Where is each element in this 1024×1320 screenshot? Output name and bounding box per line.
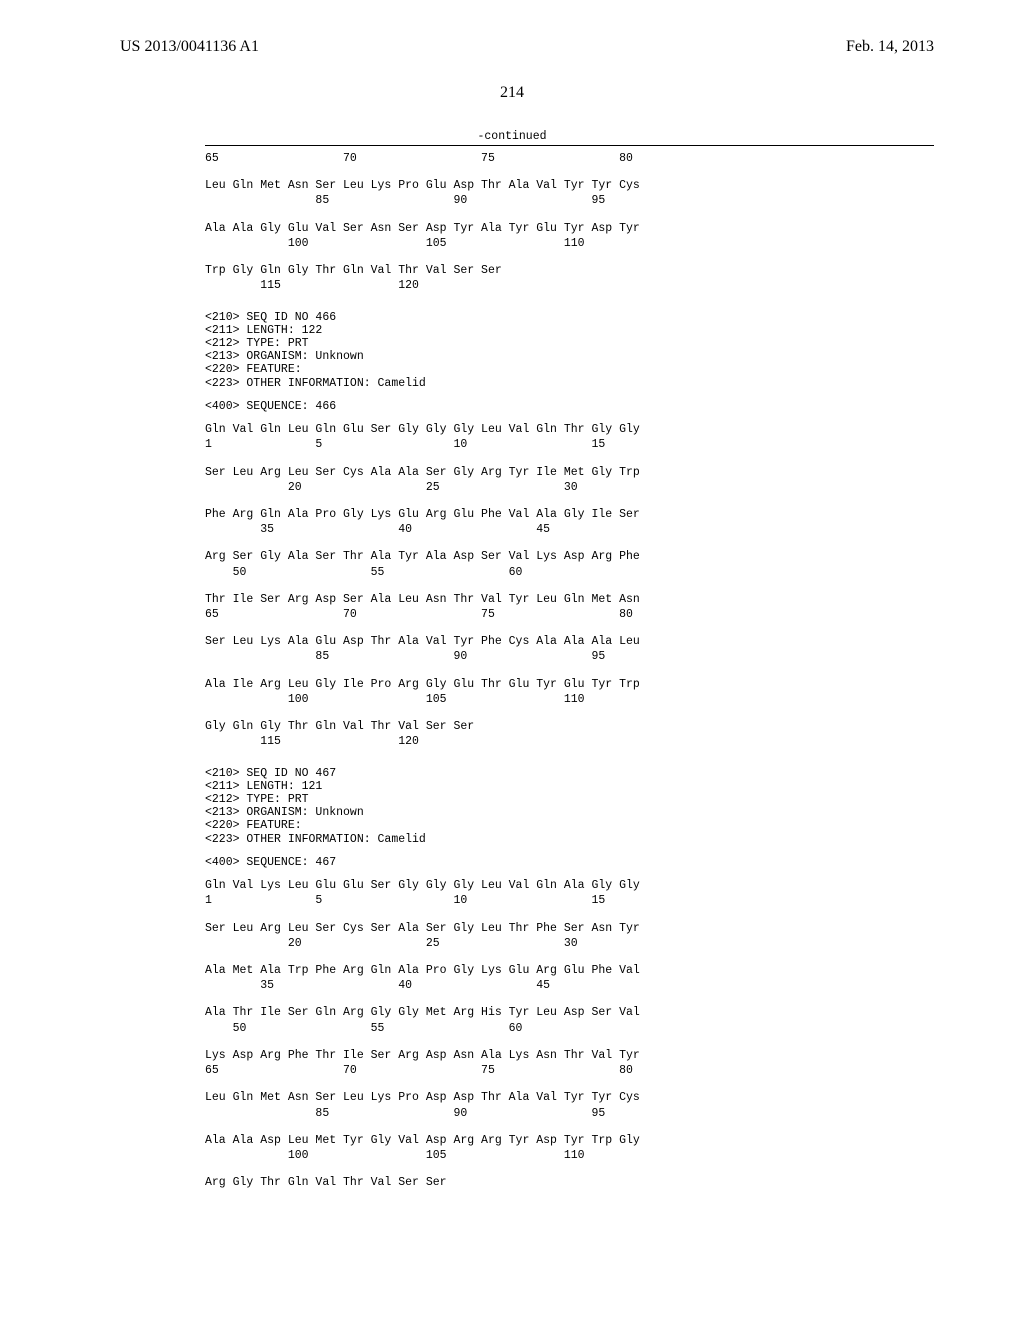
sequence-row: Ala Ile Arg Leu Gly Ile Pro Arg Gly Glu … — [205, 678, 934, 706]
residue-line: Lys Asp Arg Phe Thr Ile Ser Arg Asp Asn … — [205, 1049, 934, 1062]
sequence-row: Trp Gly Gln Gly Thr Gln Val Thr Val Ser … — [205, 264, 934, 292]
position-line: 1 5 10 15 — [205, 438, 934, 451]
sequence-metadata: <210> SEQ ID NO 466<211> LENGTH: 122<212… — [205, 311, 934, 390]
sequence-row: Ser Leu Lys Ala Glu Asp Thr Ala Val Tyr … — [205, 635, 934, 663]
residue-line: Ser Leu Arg Leu Ser Cys Ala Ala Ser Gly … — [205, 466, 934, 479]
metadata-line: <211> LENGTH: 122 — [205, 324, 934, 337]
sequence-row: 65 70 75 80 — [205, 152, 934, 165]
sequence-row: Gln Val Gln Leu Gln Glu Ser Gly Gly Gly … — [205, 423, 934, 451]
position-line: 65 70 75 80 — [205, 608, 934, 621]
metadata-line: <220> FEATURE: — [205, 819, 934, 832]
metadata-line: <210> SEQ ID NO 467 — [205, 767, 934, 780]
sequence-row: Gln Val Lys Leu Glu Glu Ser Gly Gly Gly … — [205, 879, 934, 907]
metadata-line: <210> SEQ ID NO 466 — [205, 311, 934, 324]
position-line: 50 55 60 — [205, 1022, 934, 1035]
position-line: 85 90 95 — [205, 194, 934, 207]
residue-line: Ala Ala Asp Leu Met Tyr Gly Val Asp Arg … — [205, 1134, 934, 1147]
sequence-row: Phe Arg Gln Ala Pro Gly Lys Glu Arg Glu … — [205, 508, 934, 536]
sequence-row: Ala Ala Asp Leu Met Tyr Gly Val Asp Arg … — [205, 1134, 934, 1162]
residue-line: Arg Ser Gly Ala Ser Thr Ala Tyr Ala Asp … — [205, 550, 934, 563]
sequence-row: Ala Ala Gly Glu Val Ser Asn Ser Asp Tyr … — [205, 222, 934, 250]
residue-line: Gln Val Lys Leu Glu Glu Ser Gly Gly Gly … — [205, 879, 934, 892]
publication-date: Feb. 14, 2013 — [846, 38, 934, 56]
position-line: 115 120 — [205, 735, 934, 748]
residue-line: Ala Thr Ile Ser Gln Arg Gly Gly Met Arg … — [205, 1006, 934, 1019]
page-number: 214 — [0, 84, 1024, 102]
page-header: US 2013/0041136 A1 Feb. 14, 2013 — [0, 0, 1024, 56]
position-line: 85 90 95 — [205, 650, 934, 663]
divider — [205, 145, 934, 146]
metadata-line: <213> ORGANISM: Unknown — [205, 350, 934, 363]
residue-line: Trp Gly Gln Gly Thr Gln Val Thr Val Ser … — [205, 264, 934, 277]
sequence-row: Leu Gln Met Asn Ser Leu Lys Pro Glu Asp … — [205, 179, 934, 207]
position-line: 35 40 45 — [205, 979, 934, 992]
position-line: 50 55 60 — [205, 566, 934, 579]
residue-line: Ser Leu Arg Leu Ser Cys Ser Ala Ser Gly … — [205, 922, 934, 935]
position-line: 85 90 95 — [205, 1107, 934, 1120]
sequence-row: Leu Gln Met Asn Ser Leu Lys Pro Asp Asp … — [205, 1091, 934, 1119]
position-line: 20 25 30 — [205, 937, 934, 950]
residue-line: Gly Gln Gly Thr Gln Val Thr Val Ser Ser — [205, 720, 934, 733]
residue-line: Phe Arg Gln Ala Pro Gly Lys Glu Arg Glu … — [205, 508, 934, 521]
sequence-row: Ser Leu Arg Leu Ser Cys Ala Ala Ser Gly … — [205, 466, 934, 494]
residue-line: Thr Ile Ser Arg Asp Ser Ala Leu Asn Thr … — [205, 593, 934, 606]
residue-line: Arg Gly Thr Gln Val Thr Val Ser Ser — [205, 1176, 934, 1189]
sequence-row: Arg Gly Thr Gln Val Thr Val Ser Ser — [205, 1176, 934, 1189]
position-line: 20 25 30 — [205, 481, 934, 494]
metadata-line: <213> ORGANISM: Unknown — [205, 806, 934, 819]
position-line: 35 40 45 — [205, 523, 934, 536]
sequence-row: Arg Ser Gly Ala Ser Thr Ala Tyr Ala Asp … — [205, 550, 934, 578]
position-line: 100 105 110 — [205, 693, 934, 706]
publication-number: US 2013/0041136 A1 — [120, 38, 259, 56]
sequence-metadata: <210> SEQ ID NO 467<211> LENGTH: 121<212… — [205, 767, 934, 846]
continued-label: -continued — [0, 130, 1024, 143]
metadata-line: <211> LENGTH: 121 — [205, 780, 934, 793]
metadata-line: <212> TYPE: PRT — [205, 793, 934, 806]
metadata-line: <223> OTHER INFORMATION: Camelid — [205, 833, 934, 846]
residue-line: Gln Val Gln Leu Gln Glu Ser Gly Gly Gly … — [205, 423, 934, 436]
residue-line: Ser Leu Lys Ala Glu Asp Thr Ala Val Tyr … — [205, 635, 934, 648]
position-line: 65 70 75 80 — [205, 1064, 934, 1077]
residue-line: Ala Ile Arg Leu Gly Ile Pro Arg Gly Glu … — [205, 678, 934, 691]
residue-line: Ala Met Ala Trp Phe Arg Gln Ala Pro Gly … — [205, 964, 934, 977]
sequence-row: Gly Gln Gly Thr Gln Val Thr Val Ser Ser … — [205, 720, 934, 748]
sequence-row: Ser Leu Arg Leu Ser Cys Ser Ala Ser Gly … — [205, 922, 934, 950]
sequence-header-line: <400> SEQUENCE: 466 — [205, 400, 934, 413]
metadata-line: <223> OTHER INFORMATION: Camelid — [205, 377, 934, 390]
sequence-row: Ala Met Ala Trp Phe Arg Gln Ala Pro Gly … — [205, 964, 934, 992]
sequence-row: Lys Asp Arg Phe Thr Ile Ser Arg Asp Asn … — [205, 1049, 934, 1077]
residue-line: Leu Gln Met Asn Ser Leu Lys Pro Asp Asp … — [205, 1091, 934, 1104]
position-line: 100 105 110 — [205, 1149, 934, 1162]
metadata-line: <220> FEATURE: — [205, 363, 934, 376]
residue-line: 65 70 75 80 — [205, 152, 934, 165]
sequence-header-line: <400> SEQUENCE: 467 — [205, 856, 934, 869]
position-line: 100 105 110 — [205, 237, 934, 250]
residue-line: Leu Gln Met Asn Ser Leu Lys Pro Glu Asp … — [205, 179, 934, 192]
metadata-line: <212> TYPE: PRT — [205, 337, 934, 350]
position-line: 1 5 10 15 — [205, 894, 934, 907]
position-line: 115 120 — [205, 279, 934, 292]
sequence-row: Thr Ile Ser Arg Asp Ser Ala Leu Asn Thr … — [205, 593, 934, 621]
residue-line: Ala Ala Gly Glu Val Ser Asn Ser Asp Tyr … — [205, 222, 934, 235]
sequence-row: Ala Thr Ile Ser Gln Arg Gly Gly Met Arg … — [205, 1006, 934, 1034]
sequence-listing: 65 70 75 80 Leu Gln Met Asn Ser Leu Lys P… — [205, 152, 934, 1189]
